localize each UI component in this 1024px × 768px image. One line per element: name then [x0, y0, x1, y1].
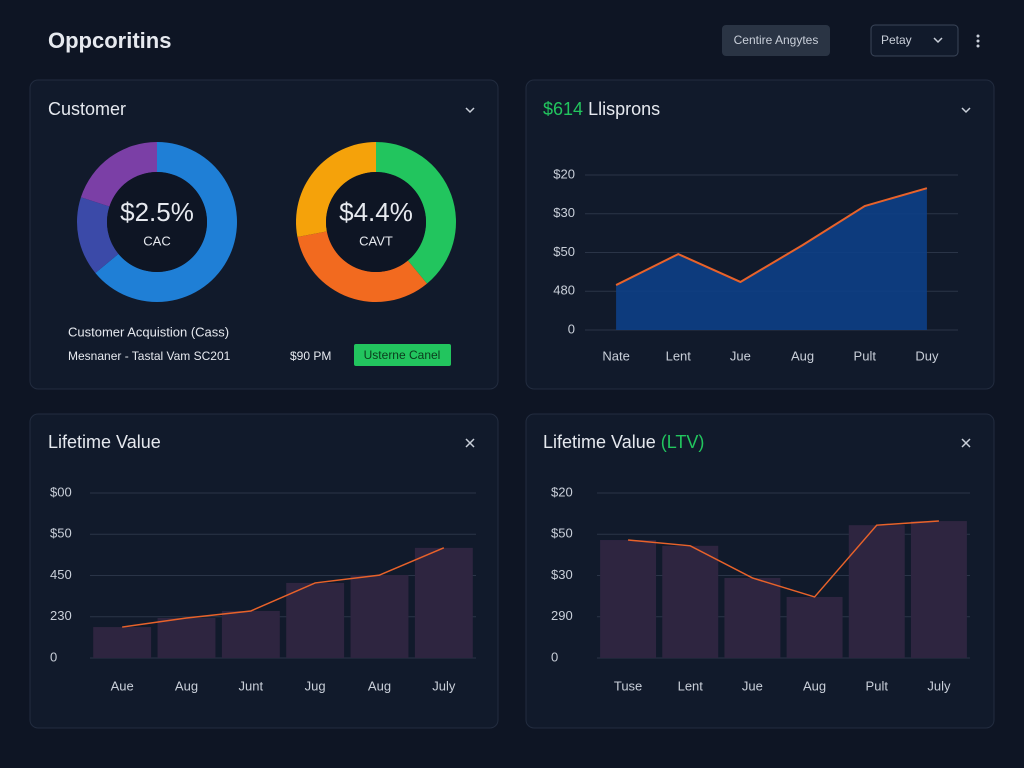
bar [221, 610, 280, 658]
x-tick-label: Aue [111, 678, 134, 693]
donut-hole [107, 172, 207, 272]
button-label[interactable]: Centire Angytes [734, 33, 819, 47]
bar [786, 596, 843, 658]
x-tick-label: Pult [854, 348, 877, 363]
chevron[interactable] [465, 107, 475, 114]
x-tick-label: Pult [866, 678, 889, 693]
y-tick-label: $30 [553, 205, 575, 220]
bar [662, 545, 719, 658]
y-tick-label: $20 [553, 166, 575, 181]
bar [350, 575, 409, 658]
x-tick-label: Junt [239, 678, 264, 693]
x-tick-label: July [432, 678, 456, 693]
donut-label: CAVT [359, 233, 393, 248]
panel-title: Customer [48, 99, 126, 119]
x-tick-label: Lent [666, 348, 692, 363]
x-tick-label: Jue [730, 348, 751, 363]
badge [354, 344, 451, 366]
chevron[interactable] [961, 107, 971, 114]
badge-label: Usterne Canel [364, 348, 441, 362]
bar [286, 582, 345, 658]
donut-value: $2.5% [120, 197, 194, 227]
panel-title: Lifetime Value (LTV) [543, 432, 704, 452]
bar [93, 627, 152, 658]
y-tick-label: 230 [50, 608, 72, 623]
line [628, 520, 939, 598]
y-tick-label: $50 [50, 526, 72, 541]
donut-segment [95, 142, 237, 302]
button[interactable] [722, 25, 830, 56]
close-icon[interactable] [465, 438, 475, 448]
donut-segment [76, 197, 119, 273]
x-tick-label: Nate [602, 348, 629, 363]
close-icon[interactable] [961, 438, 971, 448]
title-highlight: (LTV) [661, 432, 705, 452]
panel-title: $614 Llisprons [543, 99, 660, 119]
title-text: Llisprons [588, 99, 660, 119]
select[interactable] [870, 24, 959, 57]
x-tick-label: Tuse [614, 678, 642, 693]
donut-segment [296, 142, 376, 237]
y-tick-label: $00 [50, 484, 72, 499]
chevron [933, 37, 943, 44]
bar [157, 617, 216, 658]
y-tick-label: $50 [553, 244, 575, 259]
legend-title: Customer Acquistion (Cass) [68, 324, 229, 339]
kebab-menu[interactable] [976, 34, 980, 48]
y-tick-label: $30 [551, 567, 573, 582]
bar [414, 547, 473, 658]
y-tick-label: $20 [551, 484, 573, 499]
y-tick-label: 0 [551, 649, 558, 664]
donut-segment [297, 231, 427, 302]
bar [724, 577, 781, 658]
line [615, 187, 928, 286]
y-tick-label: 290 [551, 608, 573, 623]
x-tick-label: Aug [791, 348, 814, 363]
x-tick-label: Aug [803, 678, 826, 693]
x-tick-label: Aug [368, 678, 391, 693]
panel-title: Lifetime Value [48, 432, 161, 452]
x-tick-label: Lent [678, 678, 704, 693]
title-highlight: $614 [543, 99, 583, 119]
area [616, 188, 927, 330]
bar [848, 525, 905, 658]
y-tick-label: 450 [50, 567, 72, 582]
page-title: Oppcoritins [48, 28, 171, 53]
x-tick-label: Jug [305, 678, 326, 693]
x-tick-label: Aug [175, 678, 198, 693]
y-tick-label: $50 [551, 526, 573, 541]
legend-amount: $90 PM [290, 349, 331, 363]
donut-segment [80, 142, 157, 207]
y-tick-label: 0 [568, 321, 575, 336]
line [122, 547, 445, 628]
select-label[interactable]: Petay [881, 33, 912, 47]
x-tick-label: July [927, 678, 951, 693]
y-tick-label: 0 [50, 649, 57, 664]
y-tick-label: 480 [553, 283, 575, 298]
donut-label: CAC [143, 233, 170, 248]
x-tick-label: Duy [915, 348, 939, 363]
legend-row: Mesnaner - Tastal Vam SC201 [68, 349, 231, 363]
x-tick-label: Jue [742, 678, 763, 693]
bar [600, 540, 657, 658]
donut-hole [326, 172, 426, 272]
donut-segment [376, 142, 456, 284]
title-text: Lifetime Value [543, 432, 656, 452]
bar [910, 521, 967, 658]
donut-value: $4.4% [339, 197, 413, 227]
